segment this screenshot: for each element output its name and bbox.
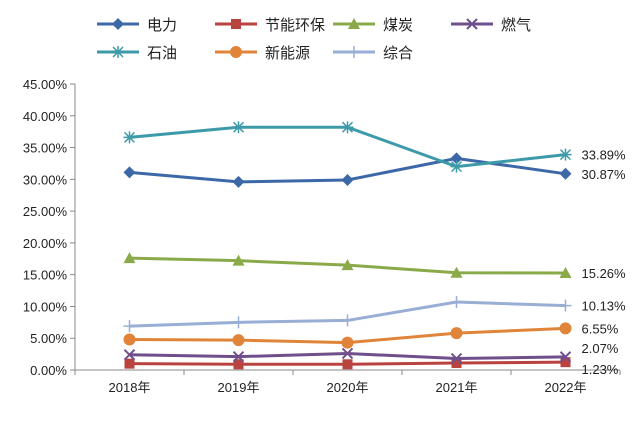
star-marker (232, 121, 245, 134)
end-data-label: 15.26% (582, 266, 627, 281)
series-2: 15.26% (123, 252, 627, 281)
square-marker (560, 357, 571, 368)
y-tick-label: 15.00% (23, 268, 68, 283)
star-marker (450, 160, 463, 173)
x-tick-label: 2022年 (545, 380, 587, 395)
legend-label: 新能源 (265, 45, 310, 62)
end-data-label: 30.87% (582, 167, 627, 182)
x-marker (450, 352, 463, 365)
triangle-marker (450, 266, 463, 278)
star-marker (112, 46, 124, 58)
circle-marker (559, 322, 572, 335)
legend-label: 节能环保 (265, 17, 325, 34)
triangle-marker (341, 259, 354, 271)
x-tick-label: 2021年 (436, 380, 478, 395)
end-data-label: 10.13% (582, 299, 627, 314)
plus-marker (348, 46, 360, 58)
y-tick-label: 45.00% (23, 77, 68, 92)
legend-item: 节能环保 (215, 17, 325, 34)
circle-marker (230, 46, 242, 58)
legend-label: 电力 (147, 17, 177, 34)
triangle-marker (123, 252, 136, 264)
series-6: 10.13% (123, 295, 627, 333)
x-marker (123, 349, 136, 361)
y-tick-label: 0.00% (30, 363, 67, 378)
series-5: 6.55% (123, 321, 619, 349)
legend-item: 燃气 (451, 16, 531, 34)
x-marker (559, 351, 572, 363)
series-3: 2.07% (123, 341, 619, 365)
legend-label: 燃气 (501, 16, 531, 34)
end-data-label: 6.55% (582, 321, 619, 336)
y-tick-label: 10.00% (23, 299, 68, 314)
series-1: 1.23% (124, 357, 619, 377)
plus-marker (123, 320, 136, 333)
legend-label: 煤炭 (383, 17, 413, 34)
end-data-label: 2.07% (582, 341, 619, 356)
end-data-label: 1.23% (582, 362, 619, 377)
diamond-marker (341, 173, 354, 186)
y-tick-label: 25.00% (23, 204, 68, 219)
diamond-marker (123, 166, 136, 179)
legend-item: 新能源 (215, 45, 310, 62)
circle-marker (123, 333, 136, 346)
legend-item: 电力 (97, 17, 177, 34)
plus-marker (450, 295, 463, 308)
triangle-marker (348, 18, 360, 29)
legend-item: 煤炭 (333, 17, 413, 34)
x-marker (341, 347, 354, 360)
y-tick-label: 40.00% (23, 109, 68, 124)
square-marker (342, 359, 353, 370)
plus-marker (232, 316, 245, 329)
circle-marker (341, 336, 354, 349)
square-marker (451, 358, 462, 369)
x-marker (232, 350, 245, 363)
y-tick-label: 35.00% (23, 141, 68, 156)
star-marker (123, 131, 136, 144)
series-4: 33.89% (123, 121, 627, 173)
circle-marker (450, 327, 463, 340)
diamond-marker (232, 175, 245, 188)
legend-label: 综合 (383, 45, 413, 62)
star-marker (341, 121, 354, 134)
x-tick-label: 2018年 (109, 380, 151, 395)
star-marker (559, 148, 572, 161)
x-marker (466, 18, 478, 30)
square-marker (233, 359, 244, 370)
x-tick-label: 2019年 (218, 380, 260, 395)
legend-item: 综合 (333, 45, 413, 62)
square-marker (124, 358, 135, 369)
y-tick-label: 20.00% (23, 236, 68, 251)
legend-label: 石油 (147, 45, 177, 62)
triangle-marker (559, 267, 572, 279)
x-tick-label: 2020年 (327, 380, 369, 395)
diamond-marker (450, 152, 463, 165)
legend-item: 石油 (97, 45, 177, 62)
plus-marker (341, 314, 354, 327)
square-marker (231, 19, 241, 29)
diamond-marker (559, 167, 572, 180)
triangle-marker (232, 254, 245, 266)
circle-marker (232, 334, 245, 347)
end-data-label: 33.89% (582, 148, 627, 163)
plus-marker (559, 299, 572, 312)
y-tick-label: 30.00% (23, 172, 68, 187)
y-tick-label: 5.00% (30, 331, 67, 346)
diamond-marker (112, 18, 124, 30)
